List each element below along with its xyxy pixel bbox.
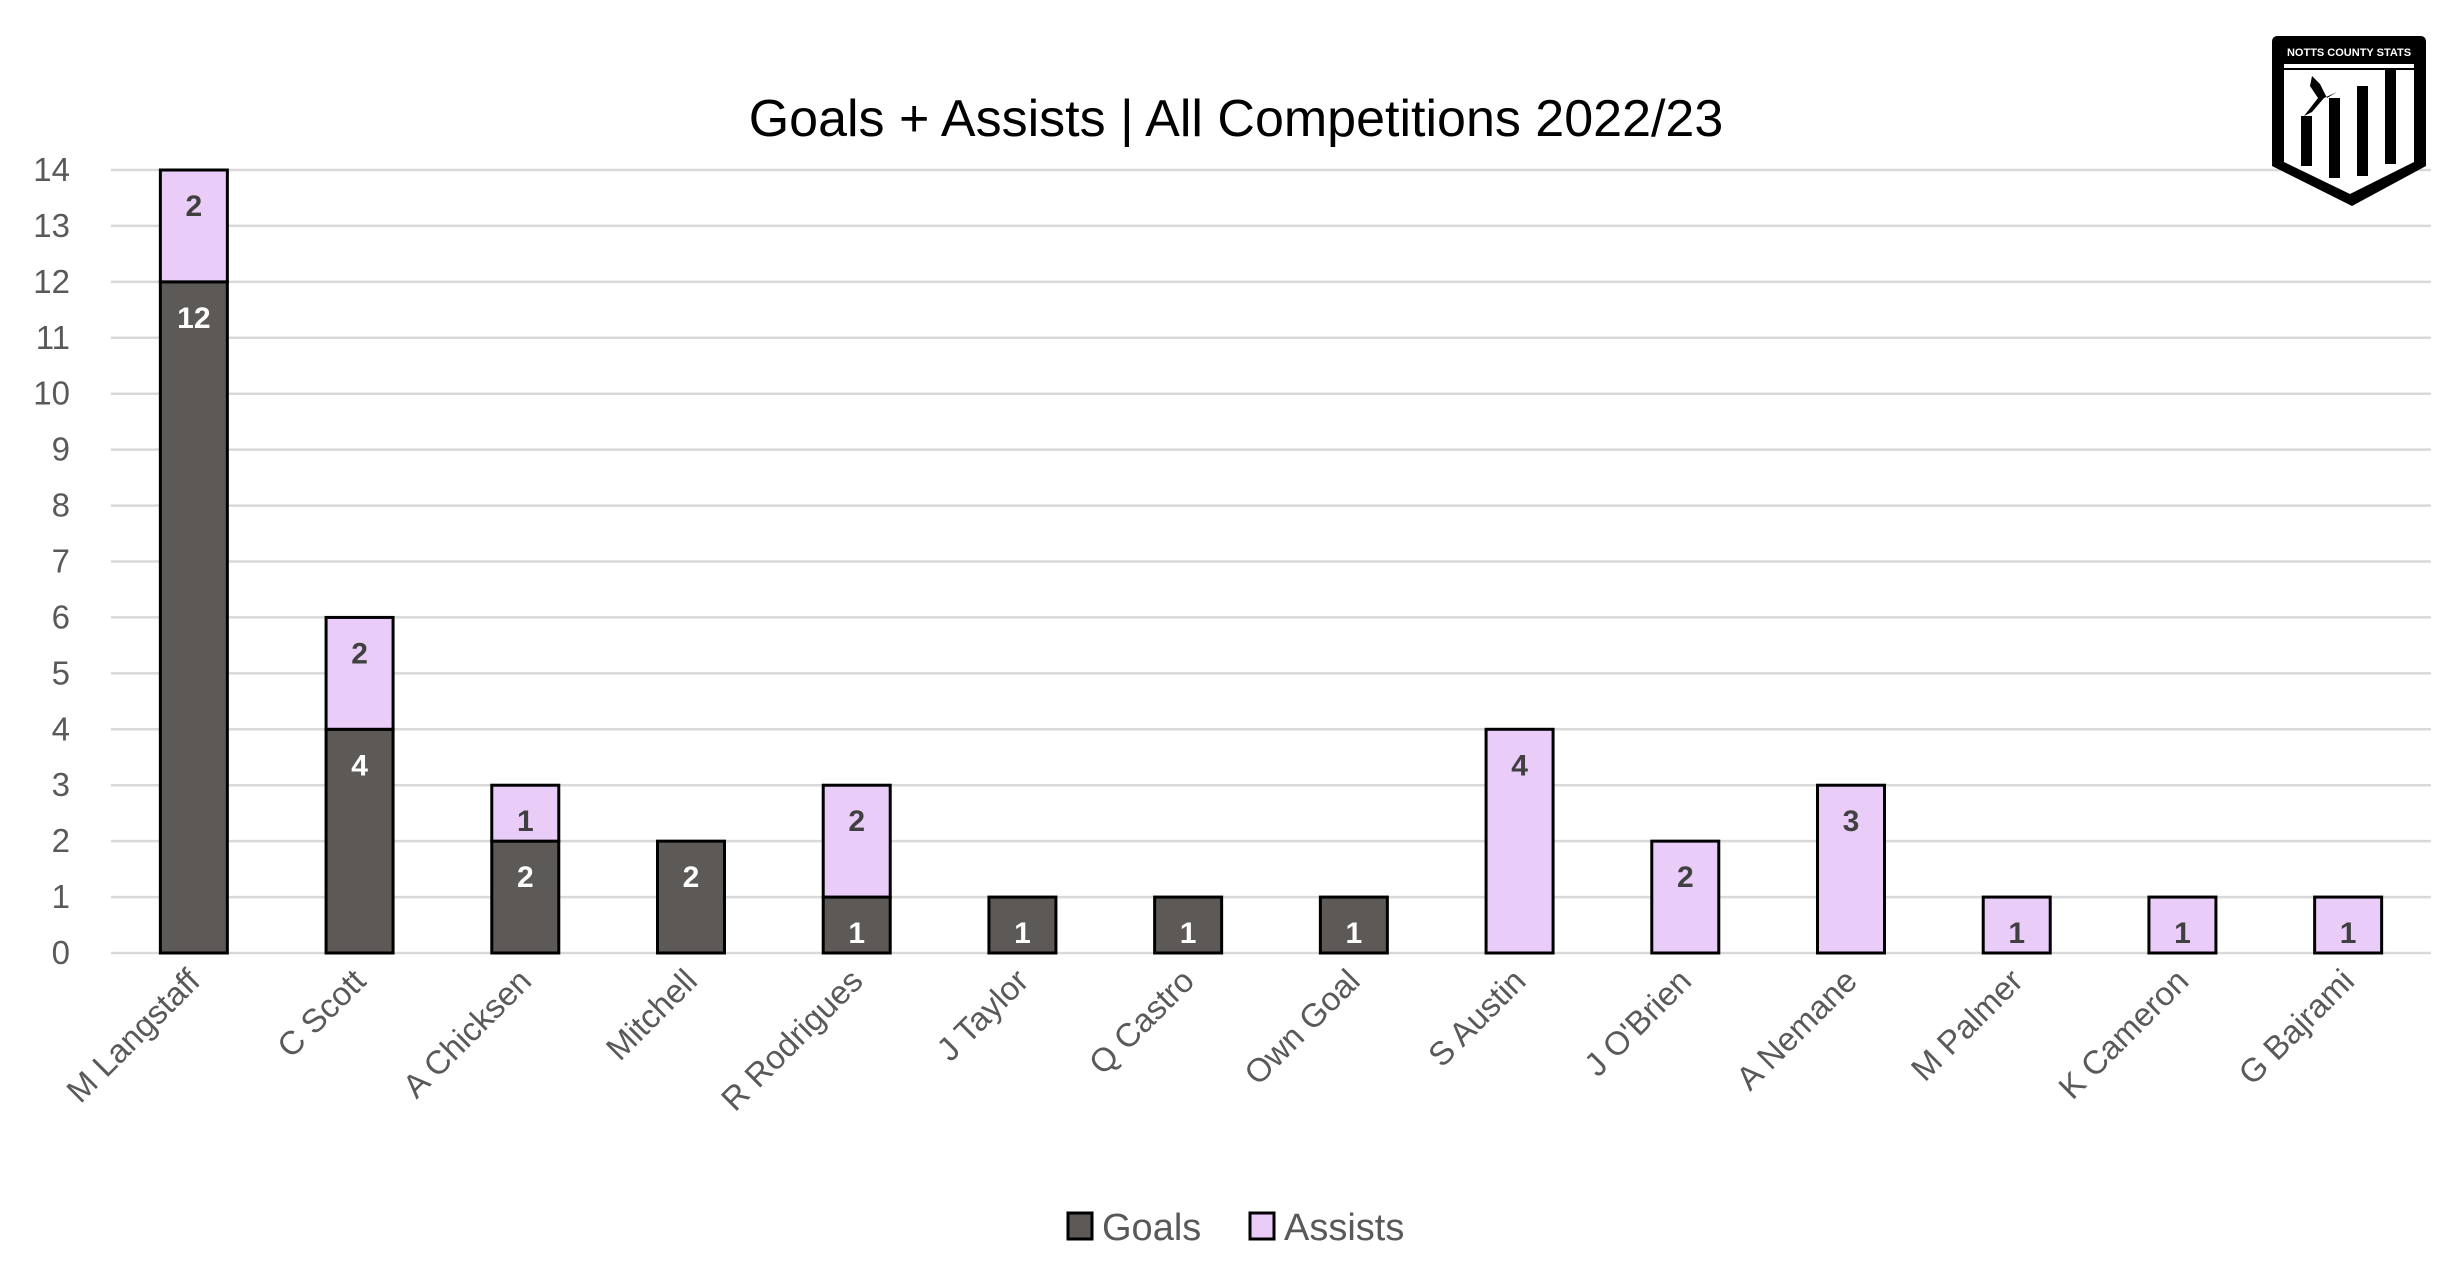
- y-tick-label: 6: [52, 598, 70, 635]
- bar-goals: [656, 839, 726, 955]
- bar-assists: [1816, 783, 1886, 955]
- y-tick-label: 9: [52, 431, 70, 468]
- data-label-assists: 4: [1511, 749, 1528, 782]
- x-tick-label: R Rodrigues: [714, 962, 870, 1118]
- data-label-assists: 2: [351, 637, 368, 670]
- data-label-assists: 3: [1843, 805, 1860, 838]
- y-tick-label: 8: [52, 487, 70, 524]
- logo-text: NOTTS COUNTY STATS: [2287, 47, 2411, 59]
- legend-swatch-assists: [1248, 1211, 1276, 1241]
- bar-goals: [490, 839, 561, 955]
- legend-label-assists: Assists: [1284, 1207, 1404, 1249]
- x-axis-labels: M Langstaff C Scott A Chicksen Mitchell R Ro…: [59, 961, 2361, 1117]
- data-label-assists: 2: [848, 805, 865, 838]
- bar-assists: [1484, 727, 1555, 955]
- y-tick-label: 10: [33, 375, 70, 412]
- bar-goals: [821, 895, 892, 955]
- data-label-assists: 2: [1677, 861, 1694, 894]
- x-tick-label: J Taylor: [929, 962, 1035, 1068]
- bar-assists: [1981, 895, 2052, 955]
- x-tick-label: J O'Brien: [1577, 962, 1698, 1083]
- bar-assists: [2313, 895, 2384, 955]
- y-tick-label: 0: [52, 934, 70, 971]
- bar-goals: [987, 895, 1058, 955]
- data-label-goals: 12: [177, 302, 210, 335]
- data-label-goals: 1: [1180, 917, 1197, 950]
- x-tick-label: C Scott: [270, 962, 373, 1065]
- y-tick-label: 14: [33, 151, 70, 188]
- data-label-assists: 1: [2008, 917, 2025, 950]
- bar-assists: [490, 783, 561, 843]
- data-label-assists: 1: [517, 805, 534, 838]
- bar-goals: [1318, 895, 1389, 955]
- x-tick-label: A Nemane: [1729, 962, 1864, 1097]
- data-label-goals: 2: [517, 861, 534, 894]
- x-tick-label: G Bajrami: [2231, 962, 2361, 1092]
- logo: NOTTS COUNTY STATS: [2272, 36, 2426, 206]
- y-tick-label: 5: [52, 654, 70, 691]
- y-tick-label: 12: [33, 263, 70, 300]
- data-label-goals: 1: [848, 917, 865, 950]
- gridlines: [111, 168, 2431, 955]
- legend-label-goals: Goals: [1102, 1207, 1201, 1249]
- bar-assists: [158, 168, 229, 284]
- bar-goals: [158, 280, 229, 955]
- bar-assists: [2147, 895, 2218, 955]
- data-label-assists: 2: [186, 190, 203, 223]
- y-tick-label: 13: [33, 207, 70, 244]
- bar-goals: [324, 727, 395, 955]
- data-label-assists: 1: [2340, 917, 2357, 950]
- bar-goals: [1153, 895, 1224, 955]
- x-tick-label: K Cameron: [2051, 962, 2195, 1106]
- y-tick-label: 1: [52, 878, 70, 915]
- data-label-goals: 2: [683, 861, 700, 894]
- chart-title: Goals + Assists | All Competitions 2022/…: [749, 90, 1724, 148]
- y-tick-label: 2: [52, 822, 70, 859]
- x-tick-label: Q Castro: [1082, 962, 1202, 1082]
- data-label-goals: 4: [351, 749, 368, 782]
- y-tick-label: 11: [36, 319, 70, 356]
- x-tick-label: M Langstaff: [59, 961, 207, 1109]
- x-tick-label: Own Goal: [1237, 962, 1367, 1092]
- data-label-goals: 1: [1346, 917, 1363, 950]
- bar-assists: [821, 783, 892, 899]
- y-tick-label: 7: [52, 543, 70, 580]
- bird-icon: [2304, 76, 2337, 116]
- legend-swatch-goals: [1066, 1211, 1094, 1241]
- y-tick-label: 3: [52, 766, 70, 803]
- data-label-assists: 1: [2174, 917, 2191, 950]
- y-tick-label: 4: [52, 710, 70, 747]
- x-tick-label: S Austin: [1421, 962, 1533, 1074]
- x-tick-label: A Chicksen: [395, 962, 538, 1105]
- bar-assists: [1650, 839, 1721, 955]
- x-tick-label: Mitchell: [599, 962, 704, 1067]
- x-tick-label: M Palmer: [1904, 962, 2030, 1088]
- data-label-goals: 1: [1014, 917, 1031, 950]
- legend: Goals Assists: [1066, 1207, 1404, 1249]
- bar-assists: [324, 615, 395, 731]
